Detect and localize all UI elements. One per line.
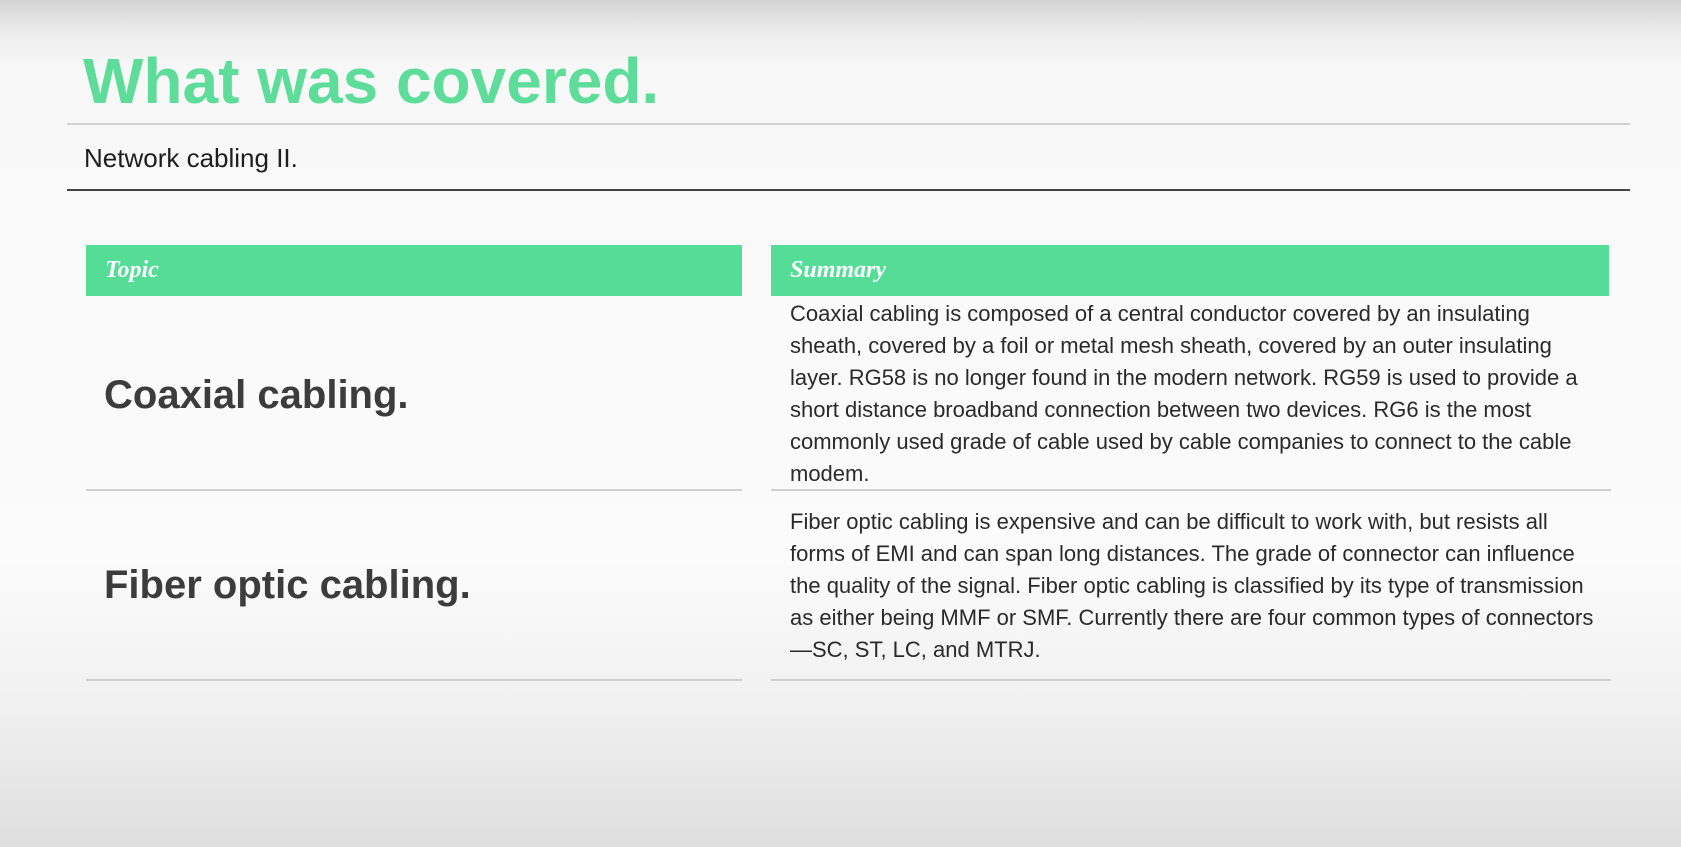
- summary-fiber-optic-cabling: Fiber optic cabling is expensive and can…: [790, 509, 1594, 662]
- row-divider-summary: [771, 489, 1611, 491]
- title-divider: [67, 123, 1630, 125]
- subtitle-divider: [67, 189, 1630, 191]
- topic-column-header: Topic: [86, 245, 742, 296]
- row-divider-topic: [86, 489, 742, 491]
- table-bottom-rule-topic: [86, 679, 742, 681]
- slide-title: What was covered.: [83, 45, 660, 117]
- summary-column-header: Summary: [771, 245, 1609, 296]
- slide-subtitle: Network cabling II.: [84, 143, 298, 173]
- topic-fiber-optic-cabling: Fiber optic cabling.: [104, 563, 471, 607]
- topic-coaxial-cabling: Coaxial cabling.: [104, 373, 409, 417]
- summary-coaxial-cabling: Coaxial cabling is composed of a central…: [790, 301, 1578, 486]
- table-bottom-rule-summary: [771, 679, 1611, 681]
